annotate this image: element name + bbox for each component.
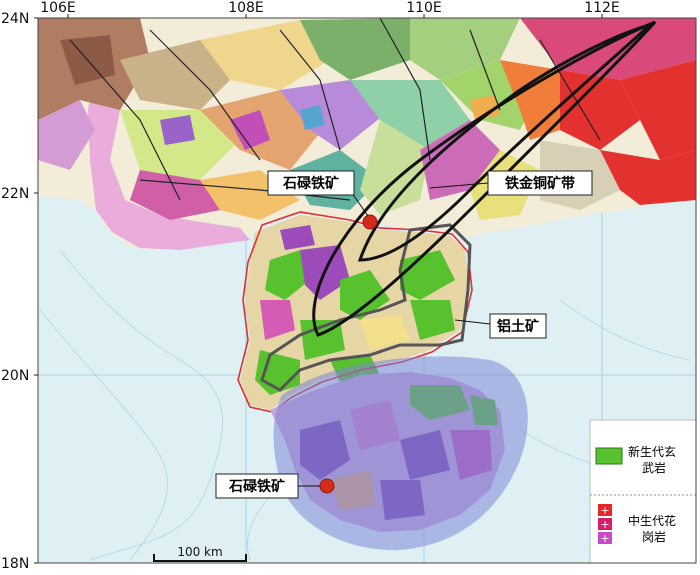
lon-label-110: 110E bbox=[406, 0, 442, 16]
fault-lines bbox=[69, 17, 601, 201]
legend-swatch-granite-3 bbox=[598, 532, 612, 544]
lat-label-24: 24N bbox=[1, 11, 29, 27]
leizhou-basalt-units bbox=[255, 225, 455, 395]
lat-label-22: 22N bbox=[1, 186, 29, 202]
bauxite-zone-outline bbox=[260, 223, 472, 392]
legend-granite-line2: 岗岩 bbox=[642, 529, 666, 544]
scale-bar: 100 km bbox=[153, 545, 247, 562]
scale-bar-label: 100 km bbox=[177, 545, 222, 559]
iron-mine-marker-north bbox=[362, 214, 378, 230]
geologic-units-mainland bbox=[38, 18, 696, 220]
lon-label-108: 108E bbox=[228, 0, 264, 16]
legend-item-basalt: 新生代玄 武岩 bbox=[595, 444, 676, 475]
svg-text:+: + bbox=[600, 504, 609, 517]
iron-copper-belt-outline bbox=[312, 20, 657, 337]
legend-basalt-line2: 武岩 bbox=[642, 460, 666, 475]
guangxi-pink-belt bbox=[88, 70, 250, 250]
callout-bauxite: 铝土矿 bbox=[489, 313, 547, 339]
callout-iron-mine-north: 石碌铁矿 bbox=[267, 170, 355, 196]
lat-label-18: 18N bbox=[1, 556, 29, 571]
iron-mine-marker-south bbox=[319, 478, 335, 494]
lat-label-20: 20N bbox=[1, 368, 29, 384]
callout-bauxite-text: 铝土矿 bbox=[497, 318, 539, 335]
longitude-labels: 106E 108E 110E 112E bbox=[40, 0, 620, 16]
legend-swatch-granite-2 bbox=[598, 518, 612, 530]
legend-granite-line1: 中生代花 bbox=[628, 513, 676, 528]
lon-label-106: 106E bbox=[40, 0, 76, 16]
callout-iron-mine-north-text: 石碌铁矿 bbox=[282, 175, 339, 192]
legend-swatch-granite-1 bbox=[598, 504, 612, 516]
svg-text:+: + bbox=[600, 518, 609, 531]
lon-label-112: 112E bbox=[584, 0, 620, 16]
legend-swatch-basalt bbox=[595, 447, 623, 465]
legend-item-granite: + + + 中生代花 岗岩 bbox=[598, 504, 676, 545]
callout-iron-copper-belt: 铁金铜矿带 bbox=[487, 170, 593, 196]
map-frame bbox=[37, 17, 697, 564]
legend: 新生代玄 武岩 + + + 中生代花 岗岩 bbox=[589, 419, 697, 564]
callout-leaders bbox=[296, 182, 491, 487]
latitude-labels: 24N 22N 20N 18N bbox=[1, 11, 29, 572]
hainan-overlay bbox=[273, 356, 528, 551]
callout-iron-copper-belt-text: 铁金铜矿带 bbox=[505, 175, 575, 192]
svg-text:+: + bbox=[600, 532, 609, 545]
callout-iron-mine-south-text: 石碌铁矿 bbox=[228, 478, 285, 495]
tick-marks bbox=[34, 14, 603, 564]
legend-basalt-line1: 新生代玄 bbox=[628, 444, 676, 459]
callout-iron-mine-south: 石碌铁矿 bbox=[215, 473, 299, 499]
